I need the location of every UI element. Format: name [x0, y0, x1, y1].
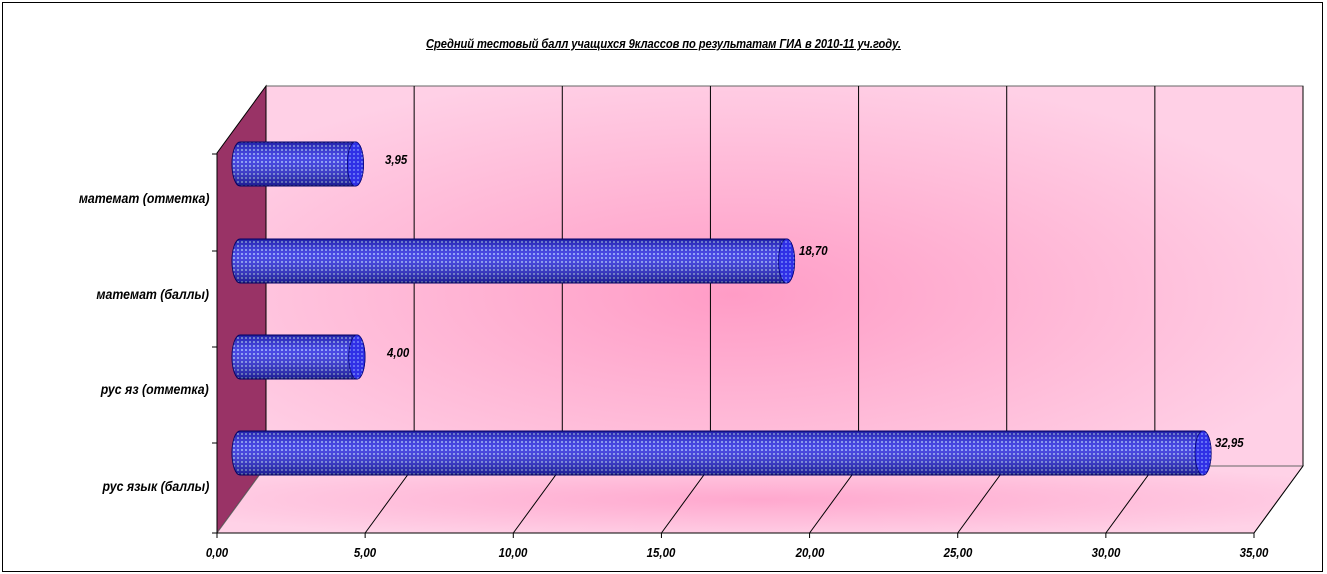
bar-cap-texture [347, 142, 364, 186]
data-label: 32,95 [1215, 435, 1244, 450]
floor-gridline [1253, 465, 1304, 534]
data-label: 3,95 [385, 152, 408, 167]
chart-title: Средний тестовый балл учащихся 9классов … [425, 36, 901, 51]
bar-cap-texture [1195, 431, 1212, 475]
floor-gridline [661, 465, 711, 534]
floor-gridline [512, 465, 563, 534]
data-label: 18,70 [798, 243, 828, 258]
bar-shade [232, 335, 365, 379]
x-tick-label: 5,00 [354, 545, 377, 560]
x-tick-label: 30,00 [1091, 545, 1121, 560]
x-tick-label: 25,00 [943, 545, 973, 560]
category-label: рус яз (отметка) [101, 381, 209, 397]
category-label: математ (баллы) [96, 286, 209, 302]
x-tick-label: 0,00 [205, 545, 229, 560]
x-tick-label: 35,00 [1239, 545, 1269, 560]
category-label: рус язык (баллы) [102, 478, 209, 494]
floor-gridline [364, 465, 415, 534]
category-label: математ (отметка) [78, 190, 209, 206]
floor-gridline [1105, 465, 1156, 534]
floor-gridline [957, 465, 1008, 534]
x-tick-label: 20,00 [795, 545, 824, 560]
data-label: 4,00 [386, 345, 410, 360]
x-tick-label: 10,00 [498, 545, 528, 560]
x-tick-label: 15,00 [647, 545, 676, 560]
bar-cap-texture [348, 335, 365, 379]
bar-shade [232, 142, 364, 187]
bar-shade [232, 431, 1212, 475]
floor-gridline [809, 465, 859, 534]
bar-cap-texture [778, 239, 795, 283]
floor [216, 465, 1304, 534]
bar-shade [232, 239, 795, 283]
